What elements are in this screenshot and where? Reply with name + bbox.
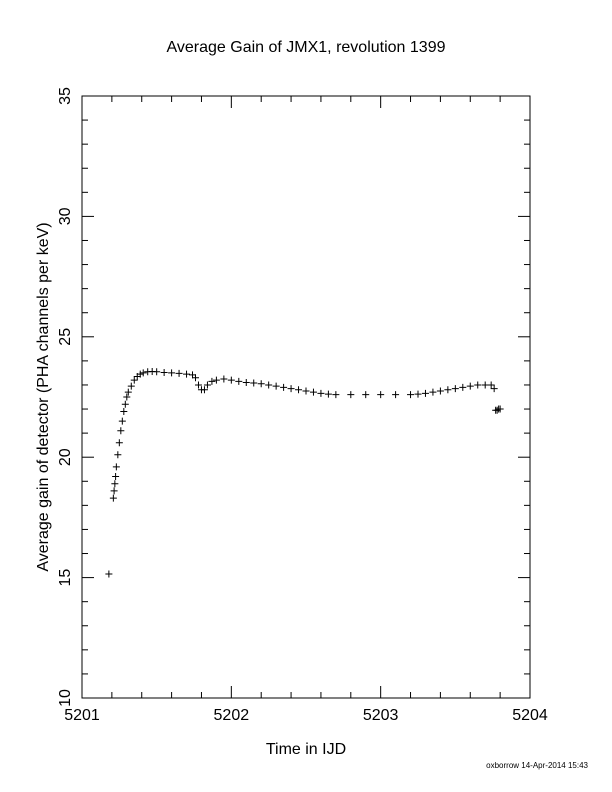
data-point (493, 406, 501, 414)
data-point (362, 391, 370, 399)
data-point (139, 369, 147, 377)
data-point (487, 381, 495, 389)
data-point (183, 370, 191, 378)
data-point (414, 390, 422, 398)
y-tick-label: 25 (57, 328, 74, 346)
data-point (118, 417, 126, 425)
data-point (123, 393, 131, 401)
data-point (115, 439, 123, 447)
data-point (295, 386, 303, 394)
data-point (459, 383, 467, 391)
y-tick-label: 20 (57, 448, 74, 466)
data-point (130, 376, 138, 384)
data-point (490, 385, 498, 393)
data-point (111, 480, 119, 488)
plot-frame (81, 95, 531, 699)
data-point (189, 371, 197, 379)
y-tick-label: 30 (57, 207, 74, 225)
data-point (317, 389, 325, 397)
data-point (265, 381, 273, 389)
y-tick-label: 10 (57, 689, 74, 707)
data-point (208, 377, 216, 385)
data-point (121, 400, 129, 408)
data-point (112, 463, 120, 471)
y-tick-label: 15 (57, 569, 74, 587)
data-point (203, 381, 211, 389)
data-point (136, 370, 144, 378)
data-point (257, 380, 265, 388)
y-tick-label: 35 (57, 87, 74, 105)
data-point (466, 382, 474, 390)
data-point (168, 369, 176, 377)
data-point (105, 570, 113, 578)
data-point (109, 494, 117, 502)
data-point (429, 388, 437, 396)
data-point (191, 374, 199, 382)
data-points (105, 367, 504, 578)
data-point (421, 389, 429, 397)
data-point (124, 388, 132, 396)
data-point (377, 391, 385, 399)
data-point (324, 390, 332, 398)
data-point (347, 391, 355, 399)
data-point (160, 368, 168, 376)
data-point (481, 381, 489, 389)
axis-tick-labels: 5201 5202 5203 5204 10 15 20 25 30 35 (57, 87, 548, 724)
data-point (436, 387, 444, 395)
x-tick-label: 5203 (363, 707, 399, 724)
data-point (451, 385, 459, 393)
data-point (212, 376, 220, 384)
data-point (287, 385, 295, 393)
data-point (127, 382, 135, 390)
y-axis-label: Average gain of detector (PHA channels p… (35, 222, 52, 571)
x-tick-label: 5202 (214, 707, 250, 724)
data-point (496, 405, 504, 413)
data-point (175, 369, 183, 377)
data-point (120, 407, 128, 415)
data-point (194, 381, 202, 389)
x-tick-label: 5201 (64, 707, 100, 724)
data-point (227, 376, 235, 384)
data-point (332, 391, 340, 399)
data-point (302, 387, 310, 395)
x-axis-label: Time in IJD (266, 741, 346, 758)
data-point (220, 375, 228, 383)
data-point (112, 472, 120, 480)
data-point (235, 377, 243, 385)
data-point (280, 383, 288, 391)
data-point (117, 427, 125, 435)
chart-title: Average Gain of JMX1, revolution 1399 (167, 39, 446, 56)
data-point (407, 391, 415, 399)
credit-text: oxborrow 14-Apr-2014 15:43 (486, 761, 588, 770)
data-point (114, 451, 122, 459)
data-point (200, 386, 208, 394)
data-point (250, 379, 258, 387)
x-tick-label: 5204 (512, 707, 548, 724)
data-point (309, 388, 317, 396)
data-point (153, 368, 161, 376)
data-point (110, 487, 118, 495)
axis-ticks (81, 95, 531, 699)
data-point (392, 391, 400, 399)
data-point (444, 386, 452, 394)
data-point (272, 382, 280, 390)
data-point (242, 379, 250, 387)
data-point (474, 381, 482, 389)
